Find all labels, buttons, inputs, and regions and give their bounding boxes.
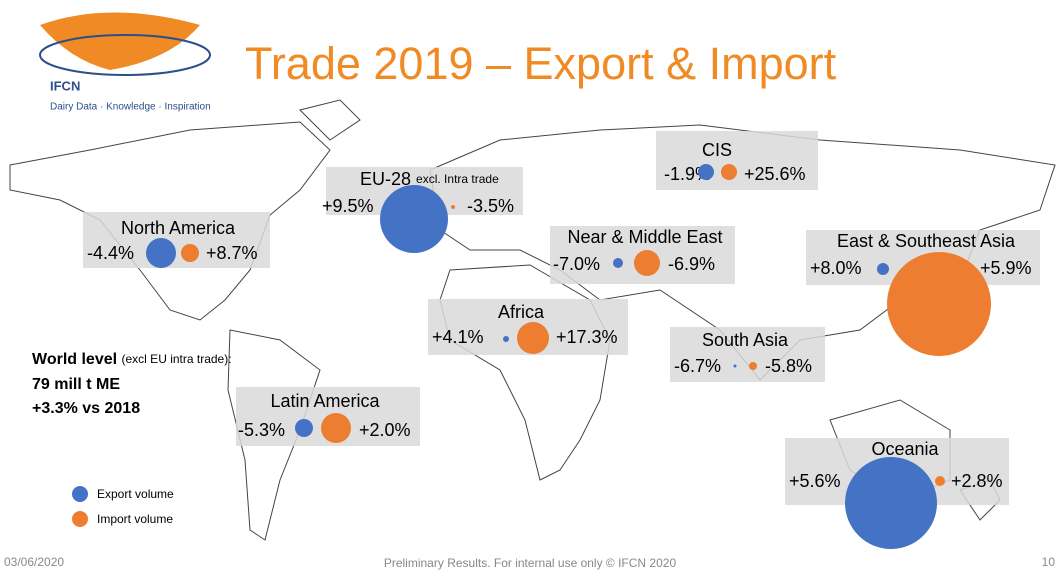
export-bubble	[698, 164, 714, 180]
region: South Asia -6.7% -5.8%	[670, 327, 825, 382]
region-box	[83, 212, 270, 268]
footer: 03/06/2020 Preliminary Results. For inte…	[4, 555, 1055, 570]
footer-date: 03/06/2020	[4, 555, 64, 569]
region-name: Latin America	[270, 391, 380, 411]
page-number: 10	[1042, 555, 1056, 569]
import-bubble	[321, 413, 351, 443]
region-name: Africa	[498, 302, 545, 322]
legend-export: Export volume	[97, 487, 174, 501]
world-change: +3.3% vs 2018	[32, 400, 140, 417]
region-box	[656, 131, 818, 190]
region: CIS-1.9% +25.6%	[656, 131, 818, 190]
export-change: -7.0%	[553, 254, 600, 274]
logo-orbit	[39, 34, 211, 76]
export-bubble	[295, 419, 313, 437]
region: Latin America -5.3% +2.0%	[236, 387, 420, 446]
region: East & Southeast Asia +8.0% +5.9%	[806, 230, 1040, 356]
region-name: North America	[121, 218, 236, 238]
region: EU-28 excl. Intra trade +9.5% -3.5%	[322, 167, 523, 253]
import-bubble	[517, 322, 549, 354]
logo-name: IFCN	[50, 78, 80, 93]
import-bubble	[634, 250, 660, 276]
export-bubble	[733, 364, 737, 368]
logo-globe	[40, 12, 200, 70]
export-change: +4.1%	[432, 327, 484, 347]
import-bubble	[721, 164, 737, 180]
world-summary: World level (excl EU intra trade): 79 mi…	[32, 351, 232, 417]
export-bubble	[877, 263, 889, 275]
region-name: Near & Middle East	[567, 227, 722, 247]
import-change: -5.8%	[765, 356, 812, 376]
export-change: -4.4%	[87, 243, 134, 263]
logo: IFCN Dairy Data · Knowledge · Inspiratio…	[39, 12, 211, 113]
legend-import-swatch	[72, 511, 88, 527]
region: North America -4.4% +8.7%	[83, 212, 270, 268]
region-name: South Asia	[702, 330, 789, 350]
region: Oceania +5.6% +2.8%	[785, 438, 1009, 549]
regions: North America -4.4% +8.7% EU-28 excl. Intra…	[83, 131, 1040, 549]
import-change: +2.8%	[951, 471, 1003, 491]
import-bubble	[451, 205, 455, 209]
region-note: excl. Intra trade	[416, 172, 499, 186]
footer-note: Preliminary Results. For internal use on…	[384, 556, 677, 570]
export-change: +5.6%	[789, 471, 841, 491]
legend-export-swatch	[72, 486, 88, 502]
region-name: CIS	[702, 140, 732, 160]
import-bubble	[749, 362, 757, 370]
export-bubble	[146, 238, 176, 268]
export-bubble	[503, 336, 509, 342]
region-name-text: EU-28	[360, 169, 411, 189]
export-bubble	[845, 457, 937, 549]
region-name: EU-28 excl. Intra trade	[360, 169, 499, 189]
world-volume: 79 mill t ME	[32, 376, 120, 393]
slide-title: Trade 2019 – Export & Import	[245, 38, 837, 89]
world-heading: World level (excl EU intra trade):	[32, 351, 232, 368]
import-change: +8.7%	[206, 243, 258, 263]
region-name: East & Southeast Asia	[837, 231, 1016, 251]
region: Africa +4.1% +17.3%	[428, 299, 628, 355]
region-name: Oceania	[871, 439, 939, 459]
legend-import: Import volume	[97, 512, 173, 526]
import-change: +2.0%	[359, 420, 411, 440]
world-note: (excl EU intra trade):	[122, 352, 232, 366]
logo-tagline: Dairy Data · Knowledge · Inspiration	[50, 102, 211, 113]
export-change: -5.3%	[238, 420, 285, 440]
import-bubble	[181, 244, 199, 262]
export-change: +8.0%	[810, 258, 862, 278]
legend: Export volume Import volume	[72, 486, 174, 527]
import-change: +17.3%	[556, 327, 618, 347]
world-heading-text: World level	[32, 351, 117, 368]
import-change: +5.9%	[980, 258, 1032, 278]
export-bubble	[380, 185, 448, 253]
import-bubble	[935, 476, 945, 486]
import-change: -3.5%	[467, 196, 514, 216]
import-change: +25.6%	[744, 164, 806, 184]
export-change: +9.5%	[322, 196, 374, 216]
import-bubble	[887, 252, 991, 356]
region: Near & Middle East -7.0% -6.9%	[550, 226, 735, 284]
export-change: -6.7%	[674, 356, 721, 376]
region-box	[670, 327, 825, 382]
export-bubble	[613, 258, 623, 268]
import-change: -6.9%	[668, 254, 715, 274]
